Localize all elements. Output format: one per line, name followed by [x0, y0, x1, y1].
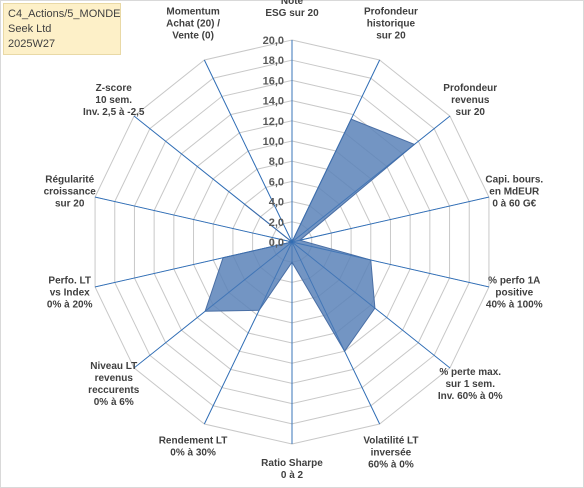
category-label: Ratio Sharpe 0 à 2 — [261, 458, 323, 481]
axis-spoke-overlay — [203, 59, 293, 243]
tick-label: 8,0 — [269, 156, 284, 168]
category-label: Note ESG sur 20 — [265, 0, 319, 19]
axis-spoke-overlay — [291, 241, 490, 288]
category-label: Perfo. LT vs Index 0% à 20% — [47, 276, 93, 311]
axis-spoke-overlay — [133, 115, 293, 243]
tick-label: 18,0 — [263, 55, 284, 67]
tick-label: 12,0 — [263, 116, 284, 128]
category-label: Volatilité LT inversée 60% à 0% — [363, 435, 418, 470]
info-portfolio: C4_Actions/5_MONDE — [8, 8, 121, 20]
axis-spoke-overlay — [291, 241, 381, 425]
axis-spoke-overlay — [291, 241, 451, 369]
category-label: Niveau LT revenus reccurents 0% à 6% — [88, 361, 140, 408]
tick-label: 10,0 — [263, 136, 284, 148]
tick-label: 0,0 — [269, 237, 284, 249]
category-label: % perfo 1A positive 40% à 100% — [486, 276, 543, 311]
category-label: Profondeur revenus sur 20 — [443, 83, 497, 118]
tick-label: 4,0 — [269, 197, 284, 209]
tick-label: 6,0 — [269, 176, 284, 188]
category-label: Régularité croissance sur 20 — [44, 174, 97, 209]
tick-label: 14,0 — [263, 96, 284, 108]
category-label: Z-score 10 sem. Inv. 2,5 à -2,5 — [83, 83, 145, 118]
axis-spoke-overlay — [94, 196, 293, 243]
info-week: 2025W27 — [8, 38, 56, 50]
axis-spoke-overlay — [291, 196, 490, 243]
category-label: Momentum Achat (20) / Vente (0) — [166, 7, 220, 42]
tick-label: 2,0 — [269, 217, 284, 229]
info-company: Seek Ltd — [8, 23, 52, 35]
axis-spoke-overlay — [203, 241, 293, 425]
category-label: Rendement LT 0% à 30% — [159, 435, 228, 458]
category-label: Capi. bours. en MdEUR 0 à 60 G€ — [485, 174, 543, 209]
series-area — [204, 118, 416, 353]
category-label: Profondeur historique sur 20 — [364, 7, 418, 42]
axis-spoke-overlay — [291, 115, 451, 243]
axis-spoke-overlay — [133, 241, 293, 369]
info-box: C4_Actions/5_MONDE Seek Ltd 2025W27 — [3, 3, 121, 55]
tick-label: 20,0 — [263, 35, 284, 47]
category-label: % perte max. sur 1 sem. Inv. 60% à 0% — [438, 367, 503, 402]
axis-spoke-overlay — [291, 59, 381, 243]
axis-spoke-overlay — [94, 241, 293, 288]
tick-label: 16,0 — [263, 75, 284, 87]
